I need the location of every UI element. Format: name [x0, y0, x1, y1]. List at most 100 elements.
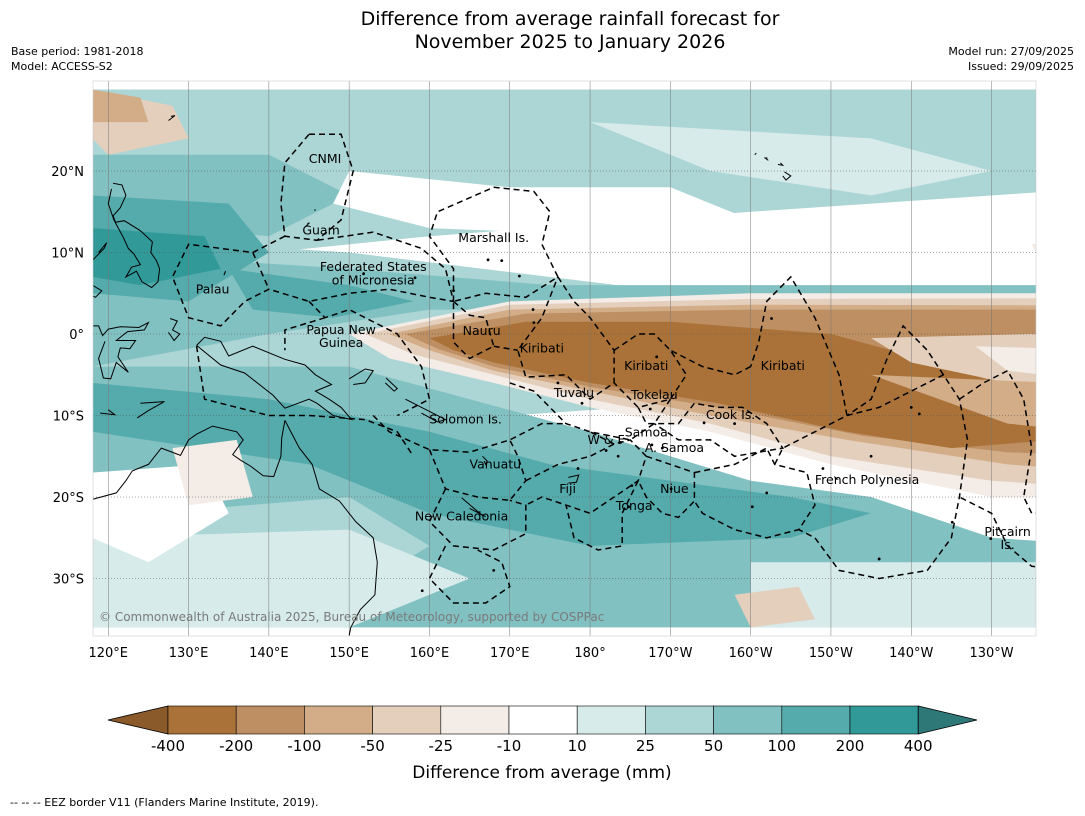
region-label: Palau	[196, 281, 230, 296]
map-title: Difference from average rainfall forecas…	[0, 8, 1085, 54]
colorbar-tick-label: 100	[767, 737, 796, 755]
colorbar-segment	[304, 705, 373, 735]
longitude-tick-label: 180°	[574, 646, 605, 661]
eez-border	[428, 186, 559, 303]
coastline	[193, 16, 285, 77]
coastline	[284, 420, 378, 636]
eez-border	[637, 402, 785, 458]
eez-border	[637, 455, 696, 519]
coastline	[93, 284, 103, 298]
coastline	[196, 336, 353, 421]
eez-border	[428, 488, 527, 551]
colorbar-title: Difference from average (mm)	[412, 763, 671, 783]
model-run-info: Model run: 27/09/2025 Issued: 29/09/2025	[948, 44, 1074, 74]
island	[580, 401, 584, 405]
anomaly-region	[1031, 243, 1036, 254]
colorbar-tick-label: -50	[360, 737, 385, 755]
eez-border	[195, 346, 415, 457]
eez-border	[428, 545, 511, 604]
region-label: Tuvalu	[553, 385, 594, 400]
region-label: Is.	[1001, 537, 1015, 552]
eez-border	[774, 373, 969, 580]
island	[362, 272, 366, 276]
island	[532, 321, 536, 324]
coastline	[223, 271, 226, 276]
latitude-tick-label: 10°N	[51, 247, 84, 262]
region-label: of Micronesia	[332, 272, 415, 287]
colorbar-tick-label: 10	[568, 737, 587, 755]
coastline	[782, 171, 792, 181]
region-label: A. Samoa	[645, 440, 704, 455]
island	[660, 446, 664, 450]
eez-footnote: -- -- -- EEZ border V11 (Flanders Marine…	[10, 796, 319, 809]
eez-border	[452, 300, 495, 360]
coastline	[763, 157, 769, 161]
longitude-tick-label: 150°E	[329, 646, 369, 661]
colorbar-tick-label: 200	[836, 737, 865, 755]
anomaly-region	[333, 171, 751, 237]
anomaly-region	[1056, 240, 1085, 260]
eez-border	[693, 447, 816, 539]
colorbar-tick-label: 50	[704, 737, 723, 755]
coastline	[168, 318, 181, 342]
longitude-tick-label: 130°E	[169, 646, 209, 661]
base-period-text: Base period: 1981-2018	[11, 45, 144, 58]
longitude-tick-label: 170°W	[648, 646, 692, 661]
colorbar-segment	[645, 705, 714, 735]
island	[655, 355, 659, 359]
region-label: Nauru	[463, 323, 501, 338]
eez-borders	[171, 133, 1036, 604]
island	[627, 505, 631, 509]
region-label: Kiribati	[520, 341, 564, 356]
longitude-tick-label: 120°E	[88, 646, 128, 661]
region-label: Pitcairn	[984, 524, 1030, 539]
island	[950, 520, 954, 524]
longitude-tick-label: 140°W	[889, 646, 933, 661]
colorbar-tick-label: -200	[219, 737, 253, 755]
coastline	[461, 497, 486, 518]
anomaly-region	[975, 346, 1036, 375]
region-label: Guinea	[319, 335, 363, 350]
island	[648, 407, 652, 411]
colorbar-segment	[849, 705, 919, 735]
longitude-tick-label: 140°E	[249, 646, 289, 661]
coastline	[168, 115, 176, 121]
coastline	[384, 377, 399, 392]
region-label: Solomon Is.	[429, 412, 502, 427]
island	[531, 308, 535, 311]
latitude-tick-label: 30°S	[53, 573, 84, 588]
island	[770, 317, 773, 320]
graticule	[93, 81, 1036, 636]
region-label: W & F	[587, 432, 624, 447]
eez-border	[589, 431, 615, 445]
island	[576, 467, 580, 470]
region-label: Guam	[302, 223, 339, 238]
region-label: French Polynesia	[815, 472, 919, 487]
eez-border	[565, 480, 639, 551]
colorbar-tick-label: -25	[429, 737, 454, 755]
colorbar-segment	[235, 705, 305, 735]
region-label: Kiribati	[624, 358, 668, 373]
eez-border	[846, 324, 945, 417]
island	[556, 381, 560, 385]
island	[517, 274, 521, 278]
region-label: CNMI	[309, 151, 342, 166]
latitude-tick-label: 0°	[69, 328, 84, 343]
coastline	[93, 321, 150, 380]
colorbar-segment	[781, 705, 851, 735]
island	[702, 421, 706, 425]
longitude-tick-label: 150°W	[809, 646, 853, 661]
coastline	[93, 242, 108, 261]
copyright-text: © Commonwealth of Australia 2025, Bureau…	[99, 610, 604, 624]
base-period-info: Base period: 1981-2018 Model: ACCESS-S2	[11, 44, 143, 74]
region-label: Tokelau	[630, 387, 678, 402]
island	[650, 443, 654, 447]
island	[877, 557, 881, 561]
longitude-tick-label: 130°W	[969, 646, 1013, 661]
eez-border	[613, 333, 688, 409]
island	[750, 505, 754, 509]
eez-border	[284, 316, 326, 351]
latitude-ticks: 20°N 10°N 0° 10°S 20°S 30°S	[51, 165, 84, 588]
longitude-tick-label: 160°E	[410, 646, 450, 661]
